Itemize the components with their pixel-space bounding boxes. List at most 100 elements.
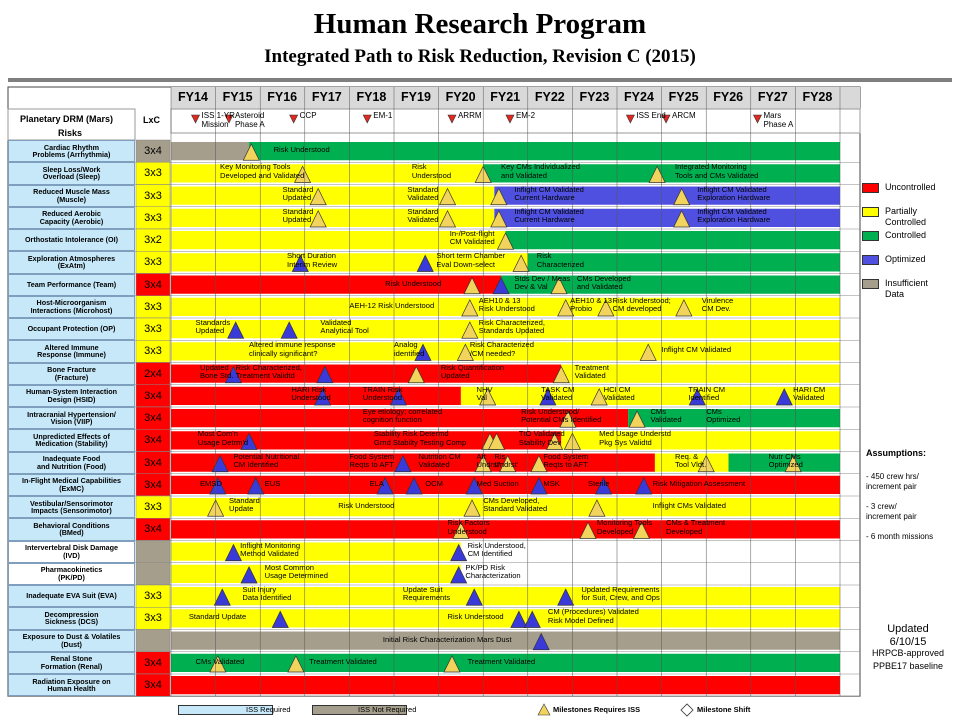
- milestone-triangle: [490, 187, 508, 206]
- lxc-cell: [135, 629, 171, 652]
- mission-milestone-marker: [753, 114, 762, 124]
- lxc-value: 3x4: [144, 145, 162, 158]
- milestone-label: Updated Bone Std.: [199, 362, 234, 380]
- mission-milestone-label: ISS 1-YR Mission: [201, 111, 235, 129]
- risk-label: Inadequate EVA Suit (EVA): [8, 585, 135, 608]
- risk-status-bar: [171, 587, 840, 606]
- milestone-triangle: [510, 610, 528, 628]
- milestone-triangle: [539, 387, 557, 406]
- milestone-label: Req. & Tool Vldt.: [674, 451, 707, 469]
- risk-label: Inadequate Food and Nutrition (Food): [8, 451, 135, 474]
- milestone-triangle: [639, 343, 657, 361]
- milestone-triangle: [579, 521, 597, 539]
- milestone-shift-label: Milestone Shift: [697, 705, 751, 714]
- milestone-triangle: [550, 276, 568, 295]
- milestone-label: HCI CM Validated: [603, 384, 635, 403]
- milestone-triangle: [552, 365, 570, 384]
- milestone-label: Standard Updated: [282, 184, 314, 202]
- mission-milestone-marker: [362, 114, 372, 124]
- milestone-label: CMs Validated: [195, 656, 245, 666]
- risk-status-bar: [171, 542, 461, 561]
- milestone-label: Risk Understood: [447, 612, 504, 622]
- risk-status-bar: [728, 453, 840, 472]
- milestone-triangle: [309, 187, 327, 206]
- risks-label: Risks: [58, 128, 83, 138]
- milestone-label: TRAIN Risk Understood: [362, 384, 403, 403]
- milestone-label: PK/PD Risk Characterization: [465, 562, 521, 581]
- milestone-label: Risk Understood: [411, 162, 452, 180]
- milestones-requires-iss-label: Milestones Requires ISS: [553, 705, 641, 714]
- lxc-value: 3x2: [144, 234, 162, 247]
- milestone-label: HARI CM Validated: [793, 384, 826, 403]
- risk-status-bar: [171, 676, 840, 695]
- milestone-triangle: [287, 654, 305, 673]
- milestone-triangle: [376, 476, 394, 495]
- milestone-label: Stability Risk Determd Grnd Stabilty Test…: [373, 429, 467, 447]
- milestone-triangle: [595, 476, 613, 495]
- milestone-label: TRAIN CM Identified: [688, 384, 726, 403]
- risk-label: Exposure to Dust & Volatiles (Dust): [8, 629, 135, 652]
- milestone-label: AEH10 & 13 Probio: [570, 295, 612, 314]
- milestone-triangle: [242, 143, 260, 161]
- milestone-triangle: [673, 209, 691, 228]
- milestone-triangle: [490, 209, 508, 228]
- milestone-label: Risk Understood: [338, 501, 395, 510]
- milestone-triangle: [775, 387, 793, 406]
- risk-status-bar: [561, 364, 840, 383]
- updated-line4: PPBE17 baseline: [872, 661, 944, 671]
- risk-status-bar: [171, 431, 562, 450]
- milestone-label: EUS: [264, 478, 281, 488]
- risk-label: Intervertebral Disk Damage (IVD): [8, 540, 135, 563]
- year-label: FY27: [757, 90, 788, 104]
- milestone-triangle: [280, 321, 298, 339]
- milestone-label: Risk Understood; CM developed: [612, 295, 671, 314]
- year-label: FY21: [490, 90, 521, 104]
- year-label: FY17: [311, 90, 342, 104]
- milestone-label: Monitoring Tools Developed: [596, 518, 653, 536]
- milestone-label: Inflight CMs Validated: [652, 501, 726, 510]
- milestone-triangle: [416, 254, 434, 272]
- lxc-value: 3x3: [144, 501, 162, 514]
- milestone-label: Risk Understood: [273, 145, 330, 154]
- milestone-label: Inflight CM Validated Exploration Hardwar…: [697, 206, 771, 225]
- milestone-label: Risk Understood: [385, 278, 442, 288]
- risk-label: Exploration Atmospheres (ExAtm): [8, 251, 135, 274]
- year-label: FY20: [445, 90, 476, 104]
- assumption-item: - 6 month missions: [866, 532, 934, 541]
- lxc-value: 3x3: [144, 612, 162, 625]
- legend-label: Insufficient Data: [885, 278, 928, 300]
- milestone-label: Inflight CM Validated Current Hardware: [514, 184, 584, 202]
- lxc-value: 3x4: [144, 478, 162, 491]
- mission-milestone-label: EM-2: [515, 111, 536, 120]
- milestone-triangle: [523, 610, 541, 628]
- milestone-label: Most Com'n Usage Detrm'd: [197, 429, 249, 447]
- year-label: FY26: [713, 90, 744, 104]
- risk-status-bar: [460, 564, 840, 583]
- risk-label: In-Flight Medical Capabilities (ExMC): [8, 473, 135, 496]
- milestone-triangle: [461, 298, 479, 317]
- lxc-cell: [135, 540, 171, 563]
- risk-label: Bone Fracture (Fracture): [8, 362, 135, 385]
- milestone-triangle: [463, 276, 481, 295]
- lxc-cell: [135, 562, 171, 586]
- milestone-triangle: [240, 565, 258, 584]
- risk-status-bar: [171, 208, 495, 227]
- risk-label: Sleep Loss/Work Overload (Sleep): [8, 162, 135, 185]
- drm-header-cell: [7, 108, 136, 141]
- milestone-label: Standard Updated: [282, 206, 314, 225]
- milestone-label: Standards Updated: [195, 318, 231, 336]
- milestone-triangle: [688, 387, 706, 406]
- legend-swatch: [862, 207, 879, 217]
- lxc-value: 3x4: [144, 389, 162, 402]
- milestone-label: EMSD: [199, 478, 222, 488]
- milestone-triangle: [628, 410, 646, 428]
- page-subtitle: Integrated Path to Risk Reduction, Revis…: [264, 46, 696, 67]
- title-divider: [8, 78, 952, 82]
- milestone-triangle: [209, 476, 227, 495]
- year-label: FY15: [222, 90, 253, 104]
- risk-label: Decompression Sickness (DCS): [8, 607, 135, 630]
- milestone-label: Sterile: [588, 478, 610, 488]
- year-label: FY19: [401, 90, 431, 104]
- risk-status-bar: [171, 609, 840, 628]
- page-title: Human Research Program: [313, 8, 647, 40]
